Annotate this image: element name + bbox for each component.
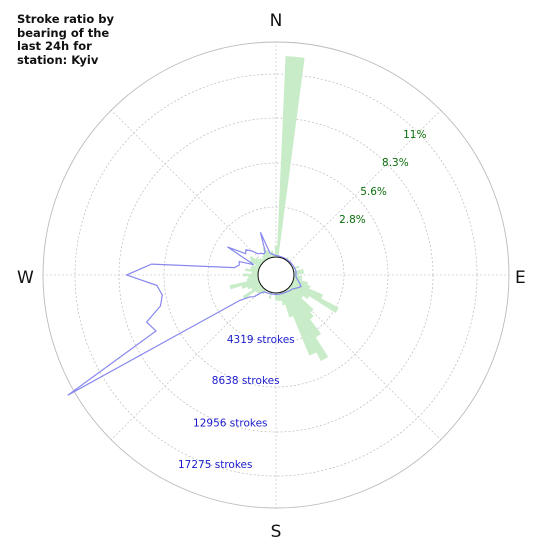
- ratio-bar: [262, 247, 270, 260]
- ratio-bar: [285, 289, 322, 338]
- chart-title-line: Stroke ratio by: [17, 12, 114, 26]
- ratio-bar: [245, 268, 259, 273]
- ratio-bar: [260, 288, 266, 294]
- ratio-bar: [247, 281, 261, 290]
- ratio-bar: [276, 56, 305, 258]
- ratio-bar: [255, 257, 263, 265]
- center-circle: [257, 256, 295, 294]
- ratio-bar: [262, 253, 268, 260]
- ratio-bar: [251, 283, 261, 290]
- chart-title: Stroke ratio by bearing of the last 24h …: [17, 12, 137, 67]
- center-marker: [257, 256, 295, 294]
- grid-spoke: [111, 110, 277, 276]
- ratio-bar: [229, 278, 259, 290]
- ratio-tick-label: 5.6%: [360, 186, 387, 198]
- ratio-bar: [265, 249, 271, 259]
- ratio-bar: [257, 287, 264, 294]
- ratio-bar: [291, 283, 339, 314]
- ratio-bar: [286, 288, 314, 320]
- ratio-bar: [246, 277, 259, 282]
- ratio-bar: [282, 290, 317, 356]
- grid-spoke: [275, 274, 441, 440]
- ratio-bar: [284, 290, 329, 362]
- direction-label-e: E: [515, 268, 526, 288]
- ratio-bar: [254, 264, 261, 269]
- ratio-bar: [293, 278, 309, 285]
- count-tick-label: 12956 strokes: [193, 418, 267, 430]
- ratio-bar: [249, 259, 261, 267]
- ratio-bar: [269, 254, 273, 258]
- stroke-count-series: [67, 231, 302, 396]
- direction-label-w: W: [17, 268, 34, 288]
- count-tick-label: 8638 strokes: [212, 375, 280, 387]
- ratio-bar: [250, 264, 260, 270]
- ratio-bar: [262, 255, 267, 261]
- ratio-bar: [274, 245, 278, 258]
- ratio-bar: [281, 291, 293, 318]
- direction-label-s: S: [271, 522, 282, 542]
- ratio-bar: [288, 287, 314, 313]
- ratio-bar: [279, 292, 286, 306]
- ratio-bar: [248, 275, 259, 279]
- count-tick-label: 17275 strokes: [178, 459, 252, 471]
- ratio-bar: [291, 281, 324, 299]
- stroke-count-line: [67, 231, 302, 396]
- ratio-bar: [259, 258, 264, 263]
- ratio-bar: [249, 256, 262, 266]
- ratio-bar: [250, 267, 259, 272]
- chart-title-line: last 24h for: [17, 39, 92, 53]
- direction-label-n: N: [270, 11, 283, 31]
- ratio-bar: [242, 284, 262, 300]
- chart-title-line: station: Kyiv: [17, 52, 99, 67]
- ratio-tick-label: 2.8%: [339, 214, 366, 226]
- ratio-bar: [292, 280, 311, 289]
- ratio-bar: [241, 280, 260, 289]
- ratio-bar: [243, 273, 259, 277]
- grid-spoke: [111, 274, 277, 440]
- ratio-bar: [255, 285, 263, 293]
- ratio-bar: [251, 271, 259, 275]
- chart-title-line: bearing of the: [17, 25, 110, 40]
- grid-spoke: [275, 110, 441, 276]
- tick-labels: N E S W 2.8% 5.6% 8.3% 11% 4319 strokes 8638 stro…: [17, 11, 526, 542]
- count-tick-label: 4319 strokes: [227, 334, 295, 346]
- ratio-bars: [229, 56, 339, 362]
- ratio-tick-label: 11%: [403, 129, 426, 141]
- polar-grid: [42, 41, 510, 509]
- ratio-tick-label: 8.3%: [382, 157, 409, 169]
